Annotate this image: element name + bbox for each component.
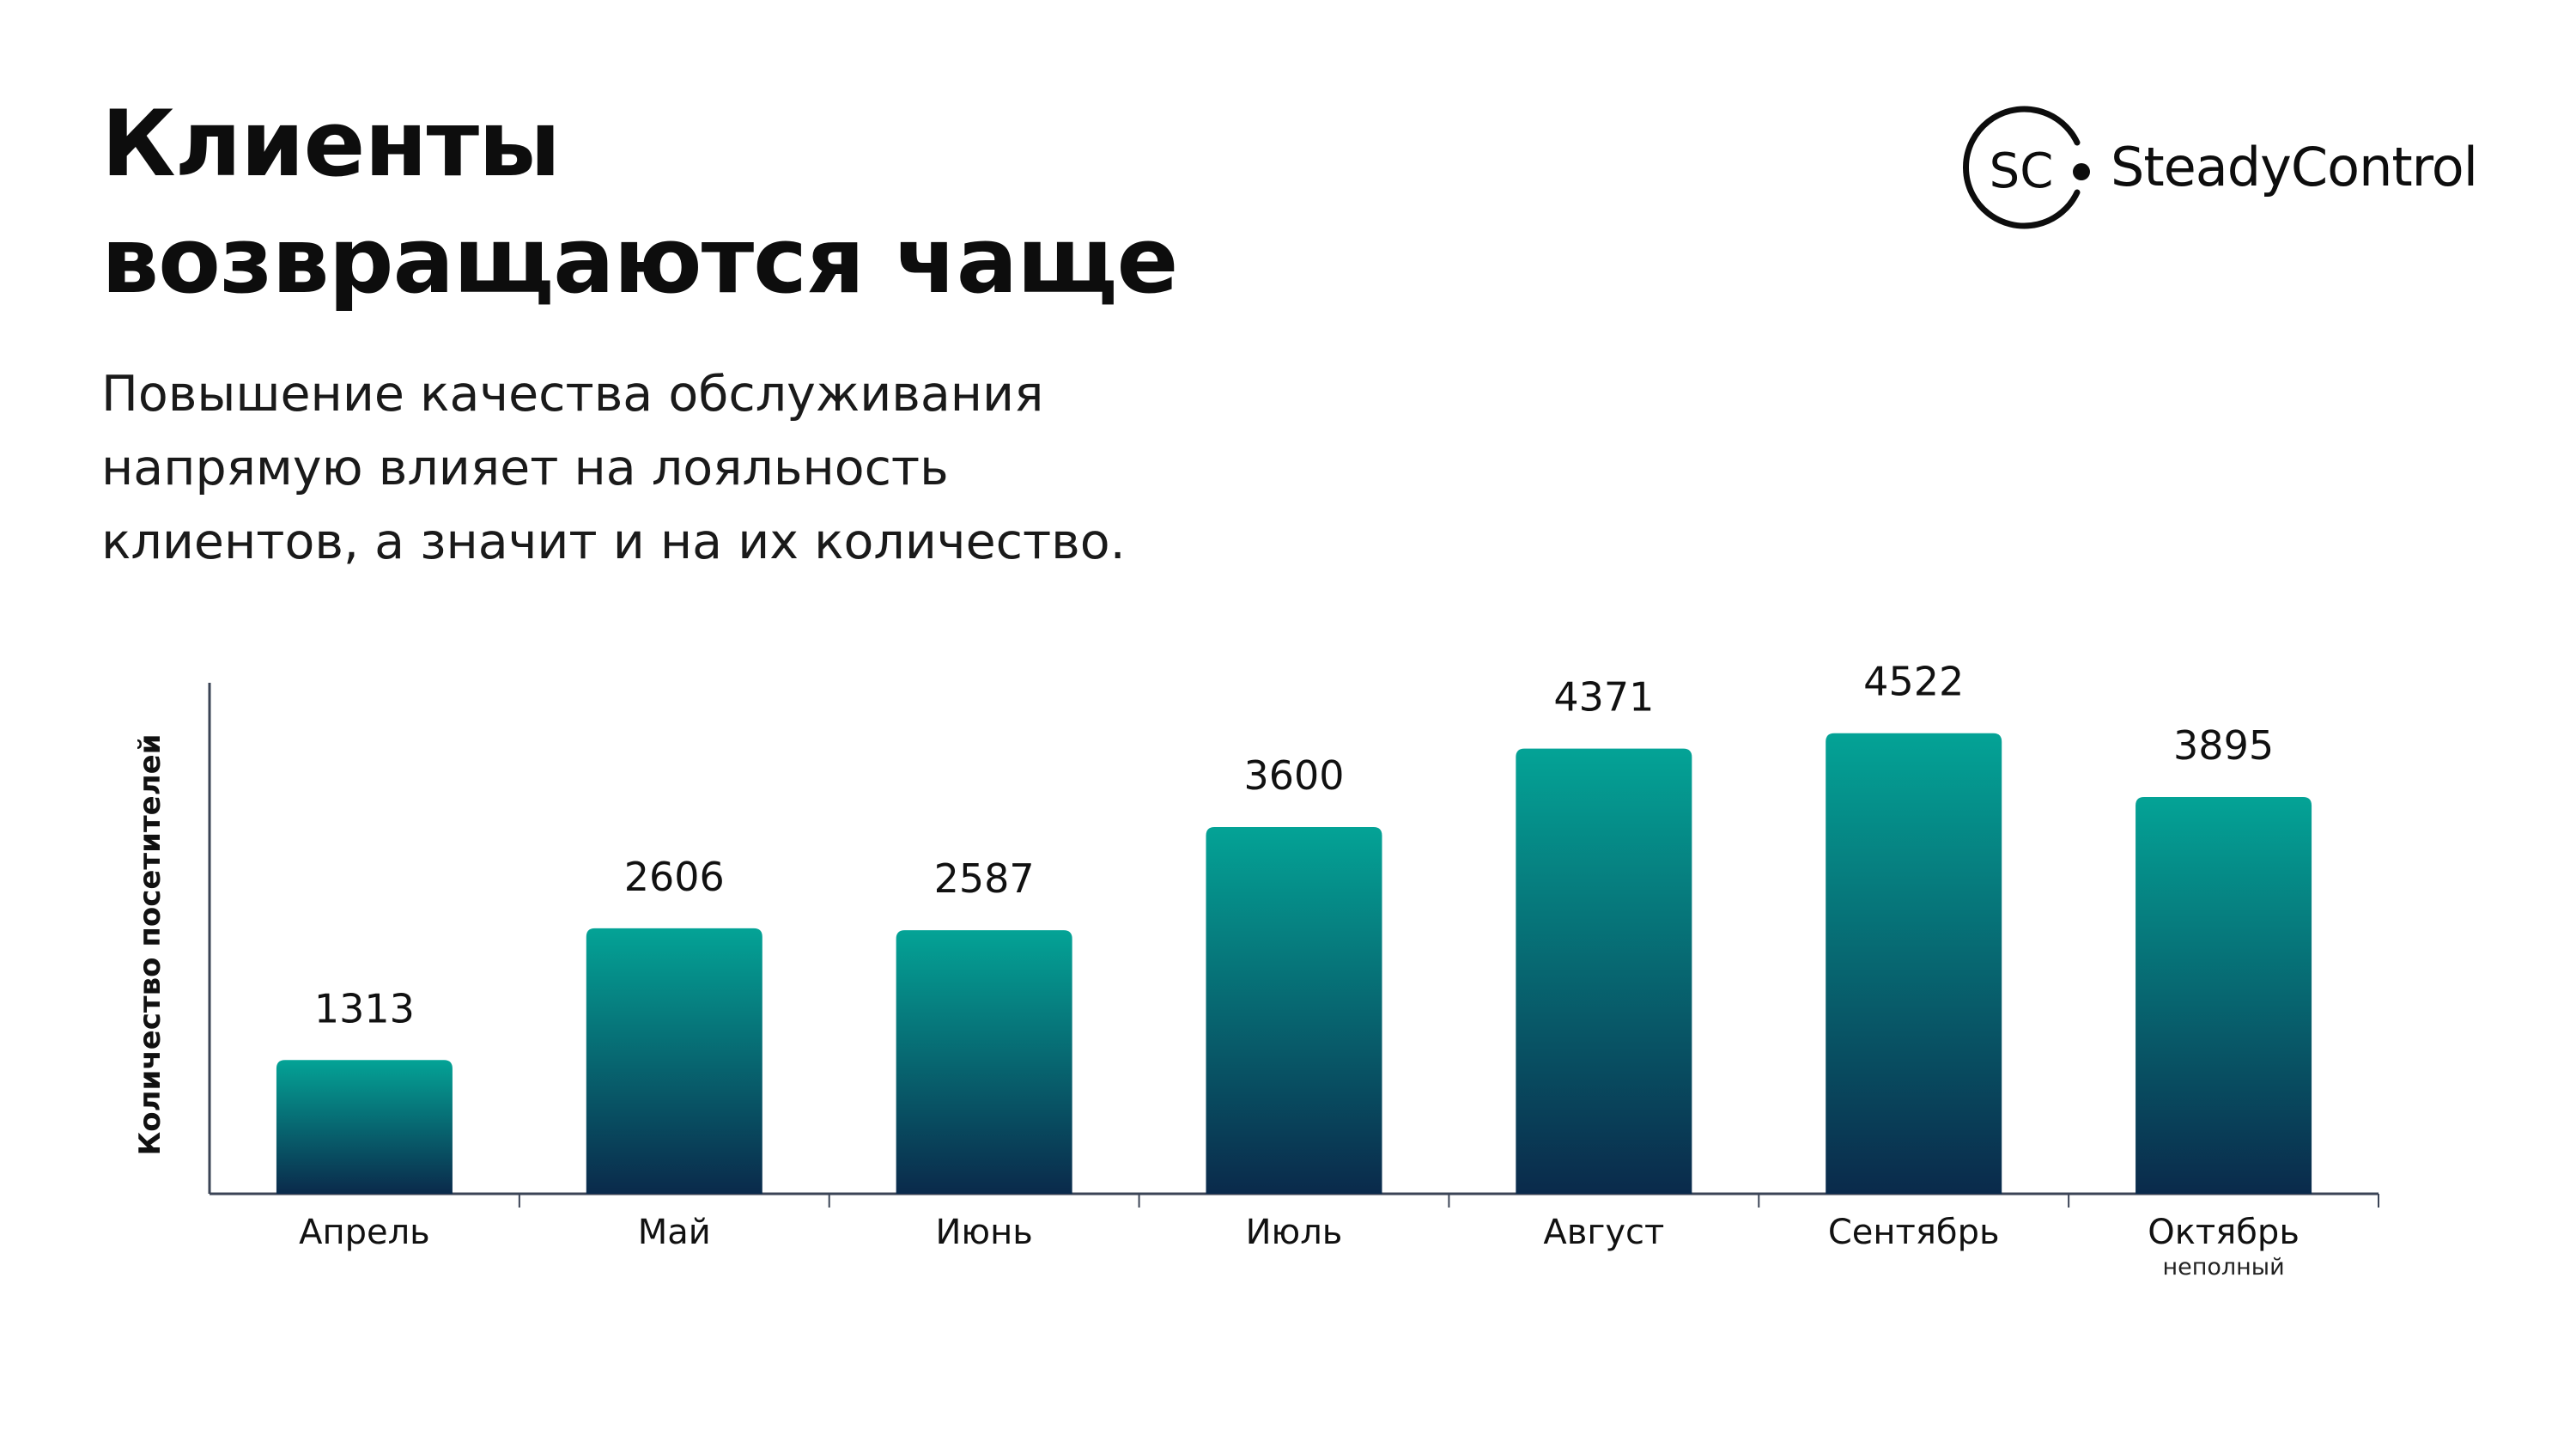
- bar-5: [1516, 748, 1692, 1194]
- x-axis-ticks: [518, 1194, 2379, 1208]
- bar-value-label: 3895: [2173, 722, 2274, 769]
- bar-2: [586, 928, 762, 1194]
- y-axis-label: Количество посетителей: [133, 734, 167, 1156]
- page-subtitle: Повышение качества обслуживания напрямую…: [101, 357, 1126, 579]
- brand-logo-mark: SC: [1962, 106, 2090, 229]
- page-subtitle-line-3: клиентов, а значит и на их количество.: [101, 514, 1126, 570]
- category-label: Июнь: [935, 1213, 1032, 1252]
- bar-value-label: 1313: [314, 985, 415, 1031]
- brand-logo: SC SteadyControl: [1954, 103, 2504, 232]
- bar-7: [2136, 797, 2312, 1194]
- page-title-line-1: Клиенты: [101, 91, 561, 197]
- category-label: Июль: [1246, 1213, 1343, 1252]
- page-subtitle-line-1: Повышение качества обслуживания: [101, 366, 1044, 423]
- page-subtitle-line-2: напрямую влияет на лояльность: [101, 440, 949, 496]
- bar-value-label: 2606: [624, 854, 725, 900]
- category-label: Апрель: [299, 1213, 430, 1252]
- category-label: Май: [638, 1213, 711, 1252]
- bar-value-label: 4522: [1863, 659, 1964, 705]
- bar-4: [1206, 827, 1382, 1194]
- bar-1: [276, 1060, 453, 1194]
- brand-logo-mark-text: SC: [1990, 143, 2054, 199]
- bar-6: [1826, 733, 2002, 1194]
- bar-value-labels: 1313 2606 2587 3600 4371 4522 3895: [314, 659, 2274, 1032]
- bar-value-label: 4371: [1553, 674, 1654, 721]
- category-labels: Апрель Май Июнь Июль Август Сентябрь Октябрьне…: [299, 1213, 2300, 1281]
- bars: [276, 733, 2312, 1194]
- category-note: неполный: [2162, 1254, 2284, 1281]
- bar-value-label: 3600: [1243, 752, 1344, 799]
- bar-value-label: 2587: [934, 855, 1035, 902]
- category-label: Август: [1543, 1213, 1664, 1252]
- brand-wordmark: SteadyControl: [2111, 136, 2478, 198]
- page-title-line-2: возвращаются чаще: [101, 208, 1178, 313]
- bar-3: [896, 930, 1072, 1194]
- category-label: Октябрь: [2148, 1213, 2300, 1252]
- page-title: Клиенты возвращаются чаще: [101, 86, 1178, 319]
- category-label: Сентябрь: [1828, 1213, 2000, 1252]
